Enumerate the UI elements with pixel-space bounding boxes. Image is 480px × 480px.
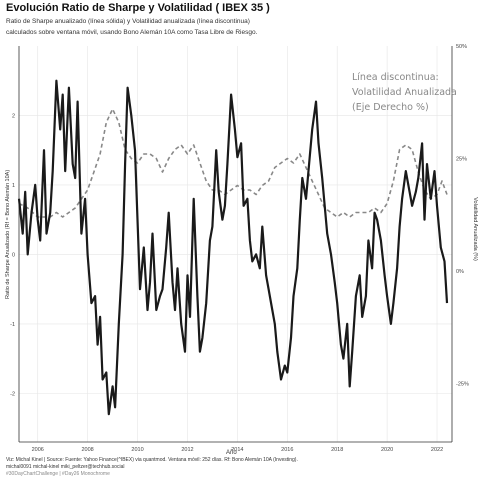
x-axis-label: Año <box>226 450 237 456</box>
caption-social: michal0091 michal-kinel miki_peltzer@tec… <box>6 464 125 470</box>
sharpe-series <box>17 79 449 416</box>
x-tick-label: 2006 <box>32 447 44 453</box>
chart-title: Evolución Ratio de Sharpe y Volatilidad … <box>6 2 270 14</box>
annotation-line1: Línea discontinua: <box>352 72 439 83</box>
x-tick-label: 2016 <box>281 447 293 453</box>
y-tick-label: 0 <box>12 252 15 258</box>
x-tick-label: 2022 <box>431 447 443 453</box>
y-tick-label: -1 <box>10 322 15 328</box>
y-tick-label: 2 <box>12 113 15 119</box>
x-tick-label: 2020 <box>381 447 393 453</box>
y-axis-label-right: Volatilidad Anualizada (%) <box>472 197 478 261</box>
caption-source: Viz: Michal Kinel | Source: Fuente: Yaho… <box>6 457 298 463</box>
annotation-line3: (Eje Derecho %) <box>352 102 429 113</box>
x-tick-label: 2018 <box>331 447 343 453</box>
chart-subtitle-line1: Ratio de Sharpe anualizado (línea sólida… <box>6 18 250 25</box>
chart-subtitle-line2: calculados sobre ventana móvil, usando B… <box>6 29 258 36</box>
annotation-line2: Volatilidad Anualizada <box>352 87 457 98</box>
volatility-line <box>18 108 448 218</box>
sharpe-line <box>17 79 449 416</box>
caption-hashtags: #30DayChartChallenge | #Day26 Monochrome <box>6 471 110 477</box>
y-tick-label: -2 <box>10 391 15 397</box>
y-tick-label: 1 <box>12 183 15 189</box>
y2-tick-label: 25% <box>456 157 467 163</box>
axes <box>18 46 453 443</box>
y2-tick-label: 50% <box>456 44 467 50</box>
grid-lines <box>19 46 452 442</box>
y2-tick-label: 0% <box>456 269 464 275</box>
x-tick-label: 2012 <box>181 447 193 453</box>
y2-tick-label: -25% <box>456 382 469 388</box>
tick-labels: 2006 2008 2010 2012 2014 2016 2018 2020 2022 -2 -1… <box>10 44 469 453</box>
y-axis-label-left: Ratio de Sharpe Anualizado (Rf = Bono Al… <box>5 169 11 299</box>
x-tick-label: 2008 <box>82 447 94 453</box>
volatility-series <box>18 108 448 218</box>
x-tick-label: 2014 <box>231 447 243 453</box>
x-tick-label: 2010 <box>131 447 143 453</box>
